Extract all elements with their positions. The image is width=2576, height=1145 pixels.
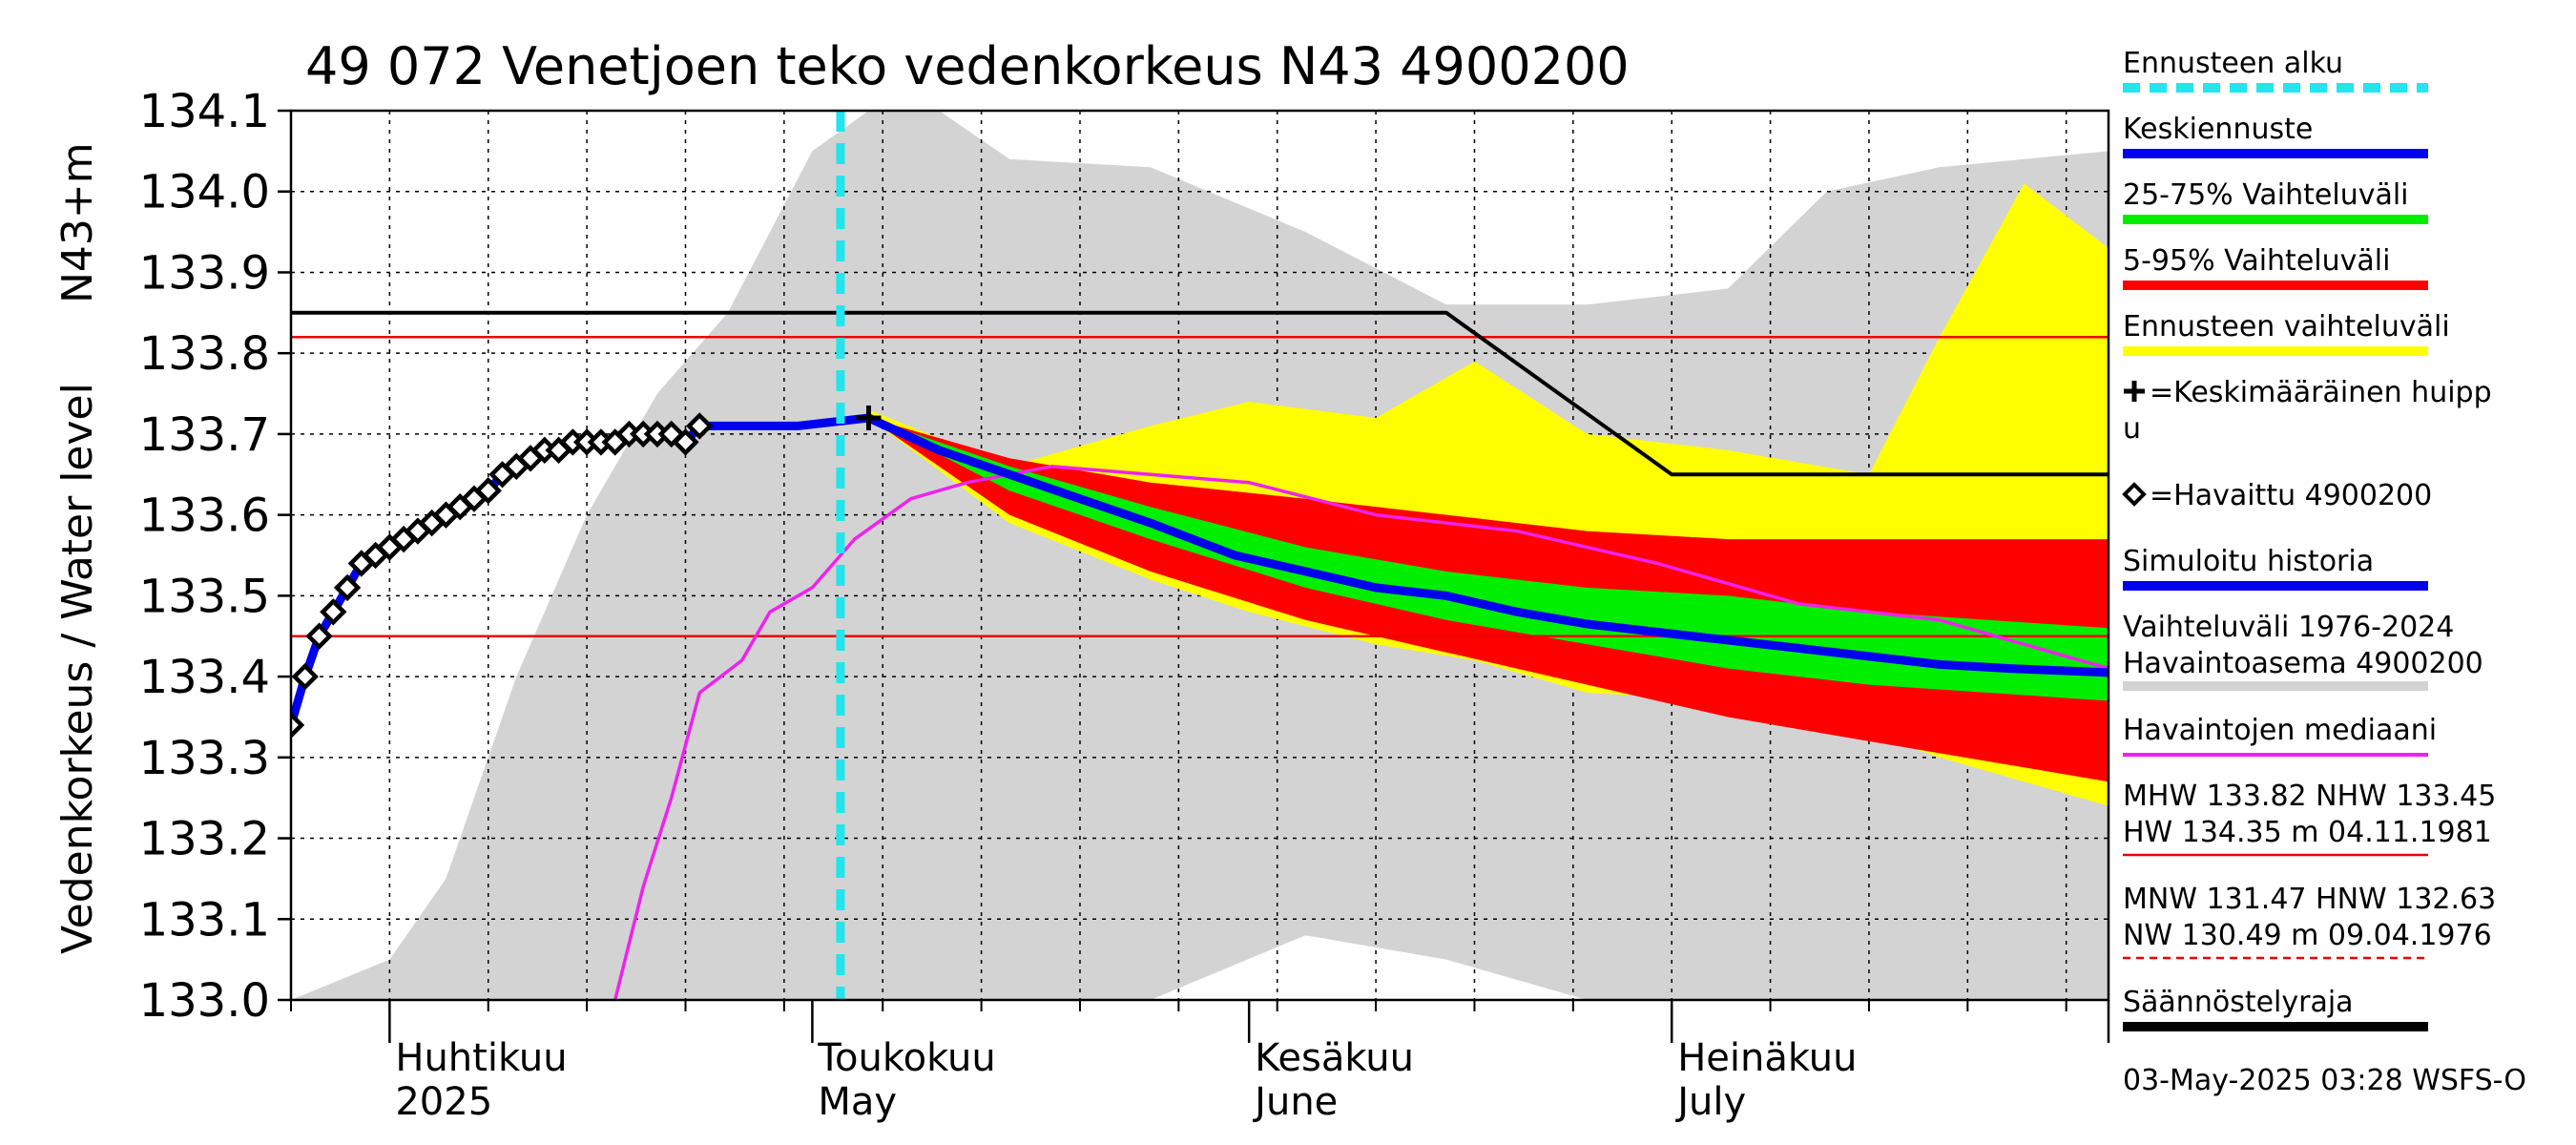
y-tick-label: 133.8 <box>139 327 270 381</box>
x-month-label-en: May <box>818 1080 897 1124</box>
legend-label: 25-75% Vaihteluväli <box>2123 178 2409 212</box>
y-tick-label: 133.2 <box>139 813 270 866</box>
y-tick-label: 134.0 <box>139 166 270 219</box>
legend-label: =Keskimääräinen huipp <box>2150 376 2492 409</box>
plot-area <box>289 109 2110 1002</box>
legend-label: 5-95% Vaihteluväli <box>2123 244 2390 278</box>
plot-frame <box>289 109 2110 1002</box>
legend-diamond-icon <box>2122 482 2147 507</box>
footer-timestamp: 03-May-2025 03:28 WSFS-O <box>2123 1064 2526 1097</box>
x-month-label-fi: Heinäkuu <box>1677 1036 1857 1080</box>
x-month-label-en: 2025 <box>395 1080 492 1124</box>
y-tick-label: 133.5 <box>139 570 270 623</box>
legend-label-2: HW 134.35 m 04.11.1981 <box>2123 816 2492 849</box>
x-month-label-en: June <box>1252 1080 1338 1124</box>
y-tick-label: 133.0 <box>139 974 270 1028</box>
observed-point <box>474 477 502 505</box>
mean-peak-marker <box>856 405 882 430</box>
legend-label: Havaintojen mediaani <box>2123 714 2437 747</box>
legend: Ennusteen alku Keskiennuste 25-75% Vaihtel… <box>2122 47 2496 1031</box>
y-tick-label: 133.7 <box>139 408 270 462</box>
plot-content <box>291 111 2109 1000</box>
observed-points <box>291 412 714 739</box>
y-axis-label: Vedenkorkeus / Water level <box>53 383 102 954</box>
y-axis-unit: N43+m <box>53 142 102 303</box>
legend-label: Simuloitu historia <box>2123 545 2374 578</box>
y-tick-label: 133.1 <box>139 893 270 947</box>
x-month-label-fi: Huhtikuu <box>395 1036 567 1080</box>
legend-label: MHW 133.82 NHW 133.45 <box>2123 780 2496 813</box>
legend-label-2: NW 130.49 m 09.04.1976 <box>2123 919 2492 952</box>
legend-label: MNW 131.47 HNW 132.63 <box>2123 883 2496 916</box>
legend-label-2: Havaintoasema 4900200 <box>2123 647 2483 680</box>
legend-label: Keskiennuste <box>2123 113 2313 146</box>
legend-plus-icon <box>2124 381 2145 402</box>
observed-point <box>291 711 305 739</box>
y-tick-label: 133.3 <box>139 732 270 785</box>
observed-point <box>320 598 347 626</box>
legend-label: Säännöstelyraja <box>2123 986 2354 1019</box>
observed-point <box>686 412 714 440</box>
regulation-limit-line <box>291 310 2109 477</box>
legend-label: Ennusteen vaihteluväli <box>2123 310 2450 344</box>
observed-point <box>672 428 699 456</box>
observed-point <box>305 622 333 650</box>
y-tick-labels: 133.0 133.1 133.2 133.3 133.4 133.5 133.6 133.7… <box>139 85 291 1028</box>
range-25-75-band <box>868 418 2109 701</box>
chart-title: 49 072 Venetjoen teko vedenkorkeus N43 4… <box>305 36 1630 96</box>
y-tick-label: 133.6 <box>139 489 270 543</box>
y-tick-label: 134.1 <box>139 85 270 138</box>
x-month-label-fi: Toukokuu <box>817 1036 995 1080</box>
observed-point <box>333 573 362 602</box>
legend-label: Ennusteen alku <box>2123 47 2343 80</box>
legend-label-2: u <box>2123 412 2141 446</box>
y-tick-label: 133.4 <box>139 651 270 704</box>
legend-label: Vaihteluväli 1976-2024 <box>2123 611 2454 644</box>
x-month-label-fi: Kesäkuu <box>1255 1036 1414 1080</box>
legend-label: =Havaittu 4900200 <box>2150 479 2432 512</box>
mean-forecast-line <box>699 413 2109 677</box>
observed-point <box>291 662 319 691</box>
x-month-label-en: July <box>1674 1080 1746 1124</box>
y-tick-label: 133.9 <box>139 246 270 300</box>
